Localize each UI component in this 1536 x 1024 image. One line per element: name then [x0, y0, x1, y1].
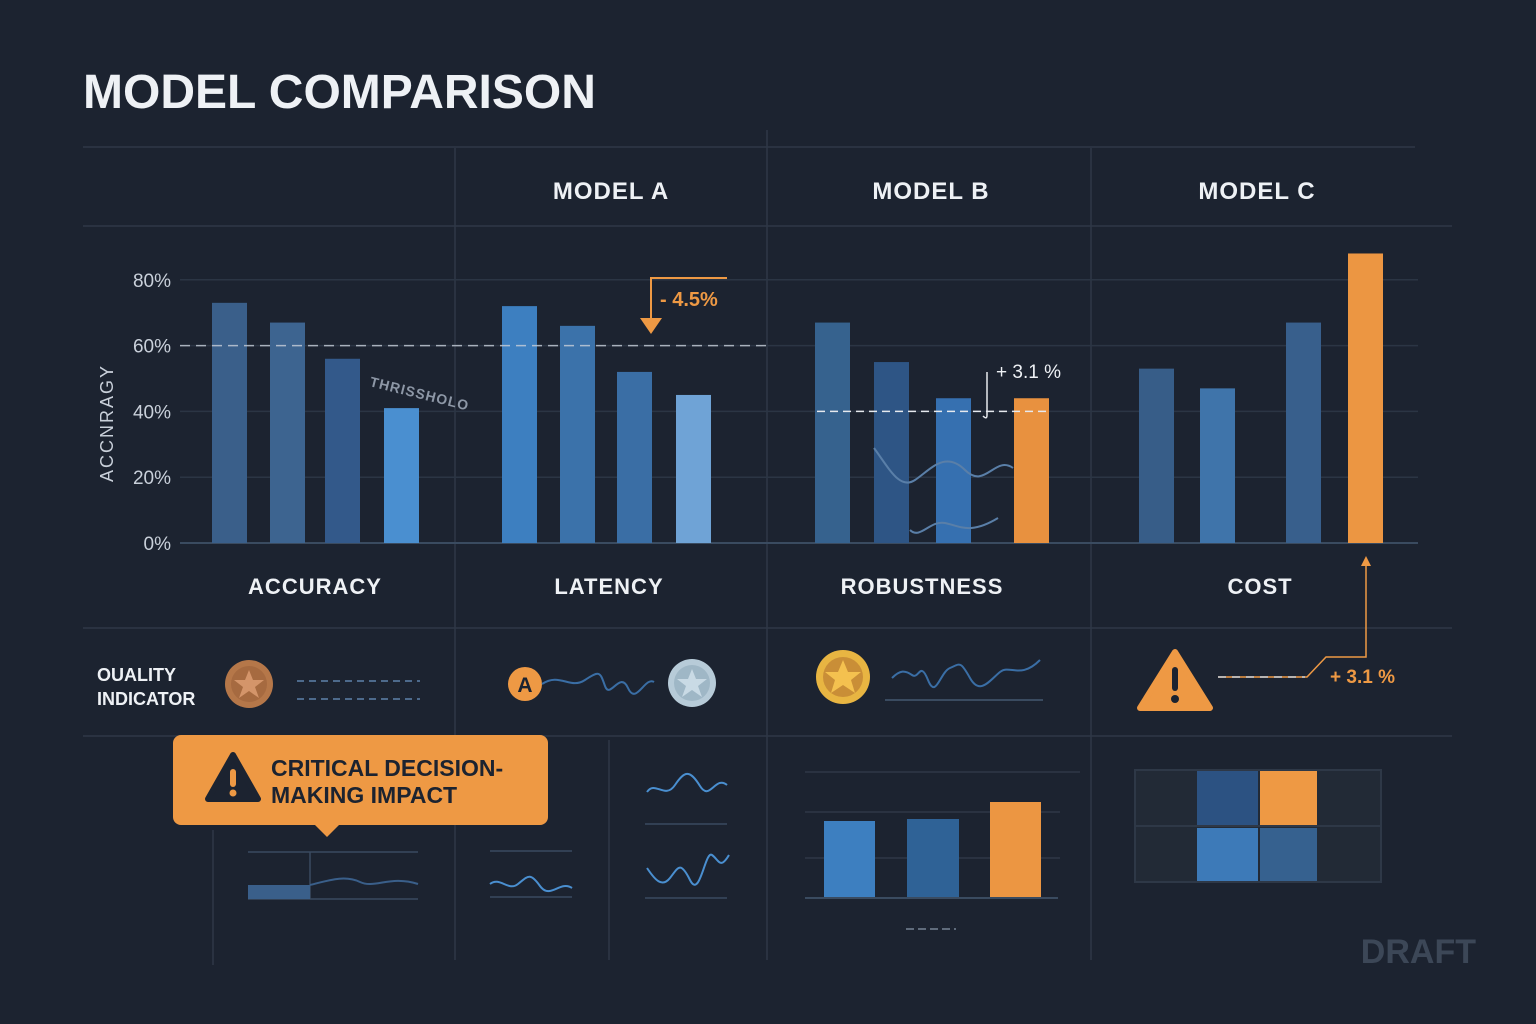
svg-text:A: A	[517, 674, 532, 697]
robustness-delta-annotation: + 3.1 %	[817, 362, 1061, 534]
column-header-model-b: MODEL B	[872, 178, 989, 205]
bar-series	[212, 253, 1383, 544]
y-tick-label: 80%	[133, 271, 171, 292]
heatmap-cell	[1260, 771, 1317, 825]
bar-latency-4	[676, 394, 711, 543]
bar-accuracy-1	[212, 302, 247, 543]
bar-robustness-4	[1014, 398, 1049, 543]
mini-bar-chart-robustness	[805, 771, 1080, 930]
y-tick-label: 60%	[133, 337, 171, 358]
bar-accuracy-2	[270, 322, 305, 543]
mini-chart-latency	[489, 772, 730, 899]
category-label-accuracy: ACCURACY	[248, 574, 382, 599]
bar-latency-2	[560, 325, 595, 543]
dashed-indicator-lines	[297, 680, 420, 700]
heatmap-cell	[1260, 828, 1317, 881]
bar-cost-4	[1348, 253, 1383, 544]
bar-cost-2	[1200, 388, 1235, 543]
y-axis-label: ACCNRAGY	[97, 364, 117, 482]
latency-delta-annotation: - 4.5%	[640, 277, 727, 334]
arrow-up-icon	[1361, 556, 1371, 566]
bar-accuracy-3	[325, 358, 360, 543]
heatmap-cell	[1197, 828, 1258, 881]
trend-line	[891, 659, 1041, 689]
page-title: MODEL COMPARISON	[83, 66, 596, 119]
callout-text: CRITICAL DECISION-MAKING IMPACT	[271, 755, 504, 808]
critical-impact-callout: CRITICAL DECISION-MAKING IMPACT	[173, 735, 548, 837]
bar-latency-1	[502, 306, 537, 543]
mini-heatmap-cost	[1134, 769, 1382, 883]
bronze-star-medal-icon	[225, 660, 273, 708]
cost-delta-arrow: + 3.1 %	[1218, 556, 1395, 688]
bar-robustness-2	[874, 362, 909, 543]
quality-indicator-label: OUALITY INDICATOR	[97, 665, 195, 709]
heatmap-cell	[1197, 771, 1258, 825]
bar-cost-3	[1286, 322, 1321, 543]
y-axis-ticks: 0% 20% 40% 60% 80%	[133, 271, 171, 555]
category-label-cost: COST	[1227, 574, 1292, 599]
svg-text:+ 3.1 %: + 3.1 %	[996, 362, 1061, 383]
mini-bar	[990, 802, 1041, 898]
bar-latency-3	[617, 371, 652, 543]
warning-triangle-icon	[205, 752, 261, 802]
bar-accuracy-4	[384, 408, 419, 543]
mini-bar	[824, 821, 875, 898]
arrow-down-icon	[640, 318, 662, 334]
svg-text:+ 3.1 %: + 3.1 %	[1330, 667, 1395, 688]
column-header-model-a: MODEL A	[553, 178, 669, 205]
y-tick-label: 20%	[133, 468, 171, 489]
mini-bar	[907, 819, 959, 898]
column-header-model-c: MODEL C	[1198, 178, 1315, 205]
category-labels: ACCURACY LATENCY ROBUSTNESS COST	[248, 574, 1292, 599]
bar-robustness-1	[815, 322, 850, 543]
svg-text:- 4.5%: - 4.5%	[660, 289, 718, 311]
trend-line	[541, 672, 655, 695]
category-label-latency: LATENCY	[554, 574, 663, 599]
draft-watermark: DRAFT	[1361, 933, 1476, 971]
bar-cost-1	[1139, 368, 1174, 543]
silver-star-medal-icon	[668, 659, 716, 707]
mini-chart-accuracy	[248, 851, 419, 900]
y-tick-label: 0%	[144, 534, 172, 555]
warning-triangle-icon	[1137, 649, 1213, 711]
letter-a-badge-icon: A	[508, 667, 542, 701]
gold-star-medal-icon	[816, 650, 870, 704]
category-label-robustness: ROBUSTNESS	[841, 574, 1004, 599]
y-tick-label: 40%	[133, 402, 171, 423]
